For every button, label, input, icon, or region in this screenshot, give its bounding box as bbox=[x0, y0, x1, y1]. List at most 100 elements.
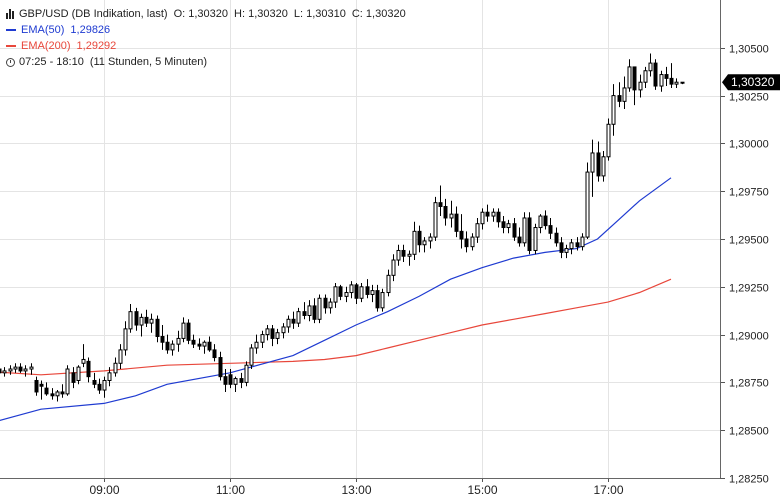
candle bbox=[380, 288, 385, 312]
x-tick-label: 09:00 bbox=[89, 483, 119, 497]
y-tick-label: 1,28500 bbox=[729, 426, 769, 438]
candle bbox=[648, 53, 653, 77]
candle bbox=[18, 363, 23, 373]
candle-body bbox=[449, 213, 454, 219]
candle-body bbox=[18, 366, 23, 372]
candle-body bbox=[564, 248, 569, 253]
candle bbox=[60, 384, 65, 398]
candle bbox=[533, 223, 538, 255]
candle-body bbox=[522, 217, 527, 244]
candle-body bbox=[286, 318, 291, 328]
candle-body bbox=[443, 205, 448, 219]
candle bbox=[370, 284, 375, 303]
candle-body bbox=[617, 95, 622, 102]
candle-body bbox=[2, 370, 7, 374]
grid-lines bbox=[0, 0, 720, 479]
candle-body bbox=[92, 379, 97, 385]
candle bbox=[39, 380, 44, 400]
candle bbox=[323, 294, 328, 314]
candle-body bbox=[202, 341, 207, 347]
candle bbox=[585, 162, 590, 239]
candle bbox=[653, 59, 658, 90]
candle-body bbox=[265, 328, 270, 336]
candle bbox=[139, 313, 144, 337]
candle-body bbox=[580, 236, 585, 248]
legend-ema200-label: EMA(200) bbox=[21, 40, 71, 52]
y-tick-label: 1,29500 bbox=[729, 235, 769, 247]
candle-body bbox=[401, 249, 406, 257]
last-price-badge-shape bbox=[722, 74, 780, 91]
candle bbox=[186, 319, 191, 345]
candle-body bbox=[275, 332, 280, 339]
candle bbox=[464, 231, 469, 253]
candle bbox=[223, 369, 228, 392]
candle bbox=[149, 313, 154, 333]
candle bbox=[144, 309, 149, 327]
candle bbox=[480, 208, 485, 230]
candle bbox=[118, 344, 123, 370]
candle-body bbox=[653, 62, 658, 87]
candle bbox=[470, 233, 475, 251]
candle-body bbox=[176, 337, 181, 345]
candle bbox=[401, 244, 406, 262]
candle bbox=[617, 82, 622, 108]
candle bbox=[527, 212, 532, 255]
candle-body bbox=[575, 242, 580, 248]
legend-session-detail: (11 Stunden, 5 Minuten) bbox=[89, 56, 208, 68]
ema50-series bbox=[0, 177, 672, 422]
candle-body bbox=[107, 372, 112, 381]
candle-body bbox=[407, 253, 412, 257]
candle-body bbox=[496, 211, 501, 223]
candle-body bbox=[55, 391, 60, 397]
candle-body bbox=[354, 284, 359, 299]
candle bbox=[312, 298, 317, 324]
candle bbox=[275, 328, 280, 345]
candle bbox=[270, 325, 275, 347]
candle bbox=[564, 244, 569, 259]
candle bbox=[249, 344, 254, 370]
legend-open: 1,30320 bbox=[188, 8, 229, 20]
candle bbox=[522, 212, 527, 247]
candle-body bbox=[454, 213, 459, 232]
candle bbox=[128, 304, 133, 333]
candle bbox=[239, 372, 244, 389]
legend-low: 1,30310 bbox=[306, 8, 346, 20]
candle-body bbox=[113, 362, 118, 374]
candle-body bbox=[333, 286, 338, 303]
y-tick-label: 1,30000 bbox=[729, 139, 769, 151]
y-tick-label: 1,29250 bbox=[729, 283, 769, 295]
axes: 1,30500 1,30250 1,30000 1,29750 1,29500 1,292… bbox=[0, 0, 769, 497]
candle-body bbox=[485, 211, 490, 217]
x-tick-label: 15:00 bbox=[467, 483, 497, 497]
candle-body bbox=[296, 311, 301, 324]
candle-body bbox=[638, 81, 643, 91]
candle-body bbox=[34, 379, 39, 393]
candle bbox=[50, 388, 55, 400]
candle bbox=[601, 151, 606, 182]
candle bbox=[107, 367, 112, 387]
candle bbox=[638, 74, 643, 98]
x-tick-label: 17:00 bbox=[593, 483, 623, 497]
candle bbox=[611, 84, 616, 136]
candle-body bbox=[643, 70, 648, 83]
candle bbox=[438, 185, 443, 217]
candle bbox=[207, 336, 212, 352]
candle-body bbox=[669, 77, 674, 85]
candle-body bbox=[344, 292, 349, 297]
ema200-line bbox=[0, 278, 672, 376]
candle bbox=[412, 221, 417, 261]
candle-body bbox=[328, 301, 333, 309]
candle-body bbox=[464, 238, 469, 248]
candle bbox=[44, 382, 49, 396]
candle bbox=[55, 390, 60, 402]
candle-body bbox=[76, 366, 81, 381]
candle bbox=[0, 368, 2, 374]
candle bbox=[23, 365, 28, 377]
candle bbox=[13, 363, 18, 373]
candle bbox=[333, 282, 338, 308]
candle-body bbox=[475, 223, 480, 238]
candle bbox=[286, 315, 291, 333]
ema200-series bbox=[0, 278, 672, 376]
candle bbox=[622, 76, 627, 109]
